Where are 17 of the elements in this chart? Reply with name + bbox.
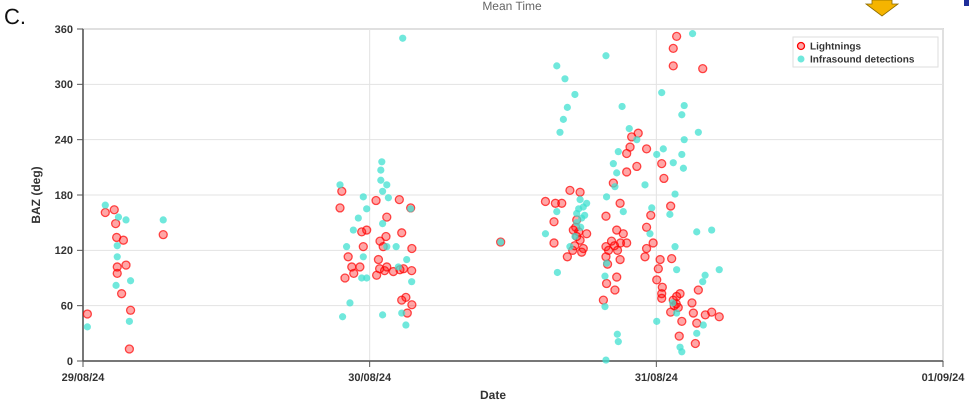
y-tick-label: 60 (60, 300, 73, 313)
text: C. (4, 4, 26, 29)
x-tick-label: 01/09/24 (922, 372, 966, 384)
y-tick-label: 360 (54, 24, 73, 36)
y-tick-label: 300 (54, 79, 73, 92)
y-tick-label: 0 (66, 356, 73, 368)
x-tick-label: 30/08/24 (348, 372, 392, 384)
legend-label: Lightnings (810, 42, 862, 52)
chart-title: Mean Time (482, 0, 542, 13)
legend-label: Infrasound detections (810, 54, 915, 66)
y-tick-label: 180 (54, 190, 73, 202)
x-axis-title: Date (480, 388, 506, 402)
x-tick-label: 31/08/24 (634, 372, 679, 384)
y-tick-label: 240 (54, 134, 73, 147)
y-axis-title: BAZ (deg) (29, 166, 43, 224)
y-tick-label: 120 (54, 245, 73, 258)
x-tick-label: 29/08/24 (62, 372, 106, 384)
